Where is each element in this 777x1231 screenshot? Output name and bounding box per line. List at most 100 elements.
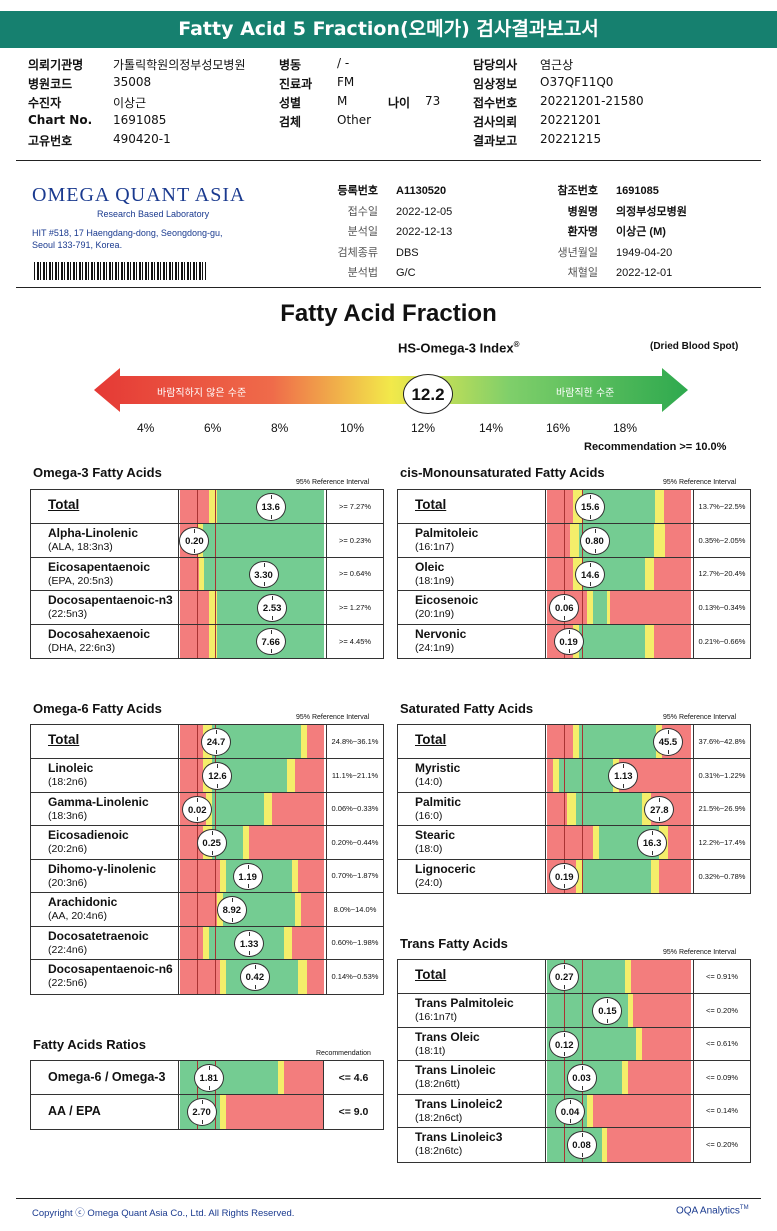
result-bar: 27.8	[547, 792, 691, 825]
lab-info-value: 2022-12-13	[396, 226, 453, 238]
table-row: Lignoceric (24:0) 0.19 0.32%~0.78%	[398, 859, 750, 893]
fatty-acid-label: Alpha-Linolenic	[48, 526, 138, 540]
table-row: Arachidonic (AA, 20:4n6) 8.92 8.0%~14.0%	[31, 893, 383, 927]
bar-zone	[610, 591, 691, 624]
bar-zone	[211, 792, 264, 825]
lab-info-row: 분석일 2022-12-13	[316, 223, 476, 244]
reference-range: 0.06%~0.33%	[326, 792, 383, 825]
bar-gridline	[581, 994, 583, 1027]
header-key: 담당의사	[473, 58, 518, 72]
result-value: 3.30	[248, 560, 279, 588]
lab-info-row: 검체종류 DBS	[316, 244, 476, 265]
fatty-acid-label: Linoleic	[48, 761, 94, 775]
header-value: 1691085	[113, 113, 167, 127]
fatty-acid-name: Alpha-Linolenic (ALA, 18:3n3)	[31, 524, 179, 557]
header-value: 73	[425, 94, 441, 108]
index-tick: 4%	[137, 421, 155, 435]
bar-zone	[198, 557, 205, 590]
table-row: Total 13.6 >= 7.27%	[31, 490, 383, 524]
result-bar: 0.80	[547, 524, 691, 557]
bar-zone	[663, 490, 691, 523]
bar-zone	[572, 725, 579, 758]
result-value: 2.53	[257, 594, 288, 622]
table-row: Total 15.6 13.7%~22.5%	[398, 490, 750, 524]
result-value: 0.03	[566, 1064, 597, 1092]
lab-address-line1: HIT #518, 17 Haengdang-dong, Seongdong-g…	[32, 228, 223, 238]
lab-info-value: 2022-12-05	[396, 205, 453, 218]
bar-zone	[667, 826, 691, 859]
result-bar: 0.19	[547, 624, 691, 658]
reference-interval-label: 95% Reference Interval	[663, 949, 737, 956]
result-bar: 0.08	[547, 1128, 691, 1162]
result-bar: 0.06	[547, 591, 691, 624]
header-value: / -	[337, 56, 350, 70]
fatty-acid-label: Trans Linoleic2	[415, 1096, 503, 1111]
bar-gridline	[214, 624, 216, 658]
fatty-acid-label: Arachidonic	[48, 895, 118, 909]
panel-title: Omega-6 Fatty Acids	[33, 701, 162, 716]
lab-info-row: 접수일 2022-12-05	[316, 203, 476, 224]
bar-gridline	[581, 859, 583, 893]
bar-zone	[300, 893, 324, 926]
bar-gridline	[214, 490, 216, 523]
index-tick: 8%	[271, 421, 289, 435]
bar-zone	[180, 591, 209, 624]
bar-gridline	[581, 725, 583, 758]
bar-gridline	[214, 591, 216, 624]
reference-interval-label: 95% Reference Interval	[296, 714, 370, 721]
fatty-acid-code: (AA, 20:4n6)	[48, 910, 107, 922]
reference-range: <= 4.6	[323, 1061, 383, 1094]
fatty-acid-label: Total	[415, 732, 447, 747]
index-tick: 14%	[479, 421, 504, 435]
fatty-acid-label: Nervonic	[415, 626, 467, 641]
index-label: HS-Omega-3 Index®	[398, 340, 520, 356]
bar-zone	[653, 557, 691, 590]
bar-zone	[300, 725, 307, 758]
result-value: 0.19	[549, 862, 580, 890]
bar-gridline	[564, 725, 566, 758]
bar-zone	[220, 859, 227, 892]
bar-zone	[263, 792, 273, 825]
result-bar: 24.7	[180, 725, 324, 758]
reference-range: 24.8%~36.1%	[326, 725, 383, 758]
results-table: Total 0.27 <= 0.91% Trans Palmitoleic (16:1n…	[397, 959, 751, 1163]
result-bar: 0.03	[547, 1061, 691, 1094]
bar-gridline	[197, 759, 199, 792]
header-value: O37QF11Q0	[540, 75, 614, 89]
bar-gridline	[197, 624, 199, 658]
fatty-acid-code: (DHA, 22:6n3)	[48, 641, 116, 654]
bar-zone	[272, 792, 324, 825]
sample-type: (Dried Blood Spot)	[650, 341, 739, 352]
header-key: 고유번호	[28, 134, 73, 148]
reference-range: <= 0.20%	[693, 1128, 750, 1162]
header-value: 20221201	[540, 113, 602, 127]
result-value: 1.19	[232, 862, 263, 890]
fatty-acid-code: (18:2n6)	[48, 776, 88, 788]
fatty-acid-label: Trans Linoleic	[415, 1063, 496, 1077]
fatty-acid-name: Nervonic (24:1n9)	[398, 624, 546, 658]
result-bar: 7.66	[180, 624, 324, 658]
result-value: 13.6	[255, 493, 286, 521]
bar-zone	[627, 1061, 691, 1094]
bar-zone	[570, 524, 579, 557]
header-value: Other	[337, 113, 372, 127]
result-value: 1.13	[608, 762, 639, 790]
lab-address-line2: Seoul 133-791, Korea.	[32, 240, 123, 250]
bar-zone	[644, 557, 654, 590]
result-value: 0.25	[196, 829, 227, 857]
result-value: 27.8	[644, 795, 675, 823]
result-bar: 2.70	[180, 1095, 324, 1129]
fatty-acid-code: (18:3n6)	[48, 809, 88, 822]
bar-zone	[180, 859, 221, 892]
lab-info-key: 참조번호	[557, 185, 598, 197]
lab-info-value: 이상근 (M)	[616, 226, 666, 238]
result-value: 1.33	[234, 929, 265, 957]
reference-interval-label: 95% Reference Interval	[663, 479, 737, 486]
reference-range: <= 0.91%	[693, 960, 750, 993]
bar-gridline	[214, 893, 216, 926]
bar-gridline	[197, 960, 199, 994]
fatty-acid-name: Eicosenoic (20:1n9)	[398, 591, 546, 624]
result-value: 2.70	[186, 1098, 217, 1126]
lab-info-key: 검체종류	[337, 246, 378, 259]
undesirable-label: 바람직하지 않은 수준	[157, 388, 247, 399]
